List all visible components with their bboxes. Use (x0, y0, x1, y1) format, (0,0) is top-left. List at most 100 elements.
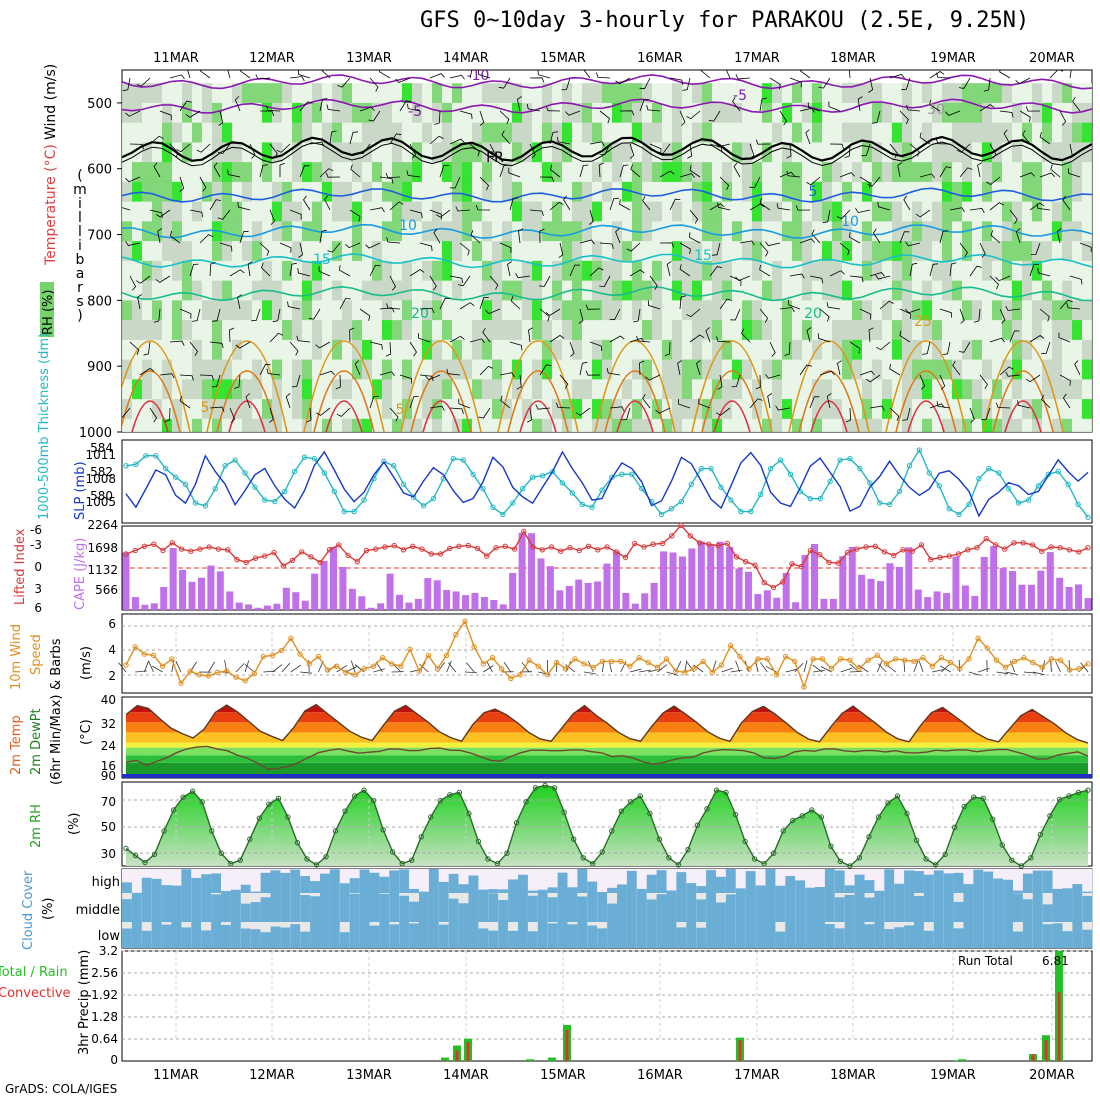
rh-cell (902, 122, 912, 143)
rh-cell (312, 241, 322, 262)
rh-cell (1032, 280, 1042, 301)
wind-barb (659, 242, 675, 248)
rh-cell (542, 241, 552, 262)
rh-cell (182, 260, 192, 281)
rh-marker (370, 797, 377, 804)
rh-cell (442, 201, 452, 222)
wind-speed-marker (251, 670, 257, 677)
wind-speed-marker (361, 665, 367, 672)
rh-cell (972, 418, 982, 432)
rh-marker (523, 799, 529, 805)
cape-bar (782, 572, 790, 610)
wind-barb-10m (1023, 671, 1036, 674)
rh-cell (182, 122, 192, 143)
rh-cell (232, 320, 242, 341)
wind-barb (929, 403, 945, 409)
wind-speed-marker (1002, 664, 1009, 671)
rh-cell (762, 320, 772, 341)
rh-cell (802, 181, 812, 202)
rh-cell (822, 399, 832, 420)
rh-cell (472, 339, 482, 360)
rh-cell (462, 339, 472, 360)
rh-cell (712, 162, 722, 183)
cloud-cell (191, 922, 202, 948)
rh-cell (332, 181, 342, 202)
rh-cell (142, 162, 152, 183)
wind-speed-marker (443, 652, 450, 659)
millibars-char: i (78, 238, 82, 254)
rh-cell (1022, 300, 1032, 321)
rh-cell (842, 241, 852, 262)
cloud-cell (1052, 923, 1063, 948)
cape-bar (575, 579, 583, 610)
cape-bar (414, 598, 422, 610)
li-marker (225, 547, 231, 553)
rh-cell (482, 418, 492, 432)
rh-cell (742, 142, 752, 163)
cloud-cell (676, 872, 687, 893)
rh-cell (372, 201, 382, 222)
wind-barb (899, 231, 910, 244)
wind-barb (959, 242, 968, 258)
millibars-char: b (76, 252, 85, 268)
rh-marker (332, 828, 339, 834)
rh-cell (602, 201, 612, 222)
li-marker (826, 559, 832, 566)
cloud-cell (339, 883, 350, 893)
wind-barb (599, 110, 610, 124)
rh-cell (232, 418, 242, 432)
temp-tick: 90 (101, 769, 116, 783)
wind-barb (539, 308, 550, 322)
rh-cell (262, 241, 272, 262)
rh-cell (342, 359, 352, 380)
rh-cell (952, 142, 962, 163)
cape-bar (735, 568, 743, 610)
cape-bar (1018, 584, 1026, 610)
wind-barb (435, 209, 451, 218)
cloud-cell (428, 893, 439, 922)
precip-conv-label: Convective (0, 986, 71, 1001)
li-marker (428, 551, 434, 557)
rh-cell (962, 379, 972, 400)
rh-cell (1022, 359, 1032, 380)
rh-cell (652, 201, 662, 222)
millibars-char: ) (77, 308, 82, 324)
rh-cell (502, 181, 512, 202)
wind-barb (269, 143, 278, 159)
rh-cell (302, 280, 312, 301)
isotherm-25 (691, 340, 773, 432)
rh-cell (582, 418, 592, 432)
rh-cell (302, 221, 312, 242)
rh-cell (702, 102, 712, 123)
rh-cell (542, 339, 552, 360)
rh-cell (132, 83, 142, 104)
wind-barb (575, 407, 591, 416)
rh-cell (1002, 83, 1012, 104)
rh-cell (612, 102, 622, 123)
rh-cell (242, 359, 252, 380)
cloud-cell (151, 893, 162, 922)
cape-bar (603, 563, 611, 610)
rh-cell (442, 339, 452, 360)
rh-marker (1066, 793, 1072, 799)
wind-barb (209, 199, 222, 211)
rh-cell (552, 102, 562, 123)
rh-cell (402, 181, 412, 202)
wind-barb (306, 407, 312, 423)
rh-cell (882, 359, 892, 380)
wind-speed-marker (480, 661, 487, 667)
li-marker (706, 541, 712, 547)
rh-cell (712, 181, 722, 202)
rh-cell (222, 181, 232, 202)
cape-bar (726, 546, 734, 610)
rh-cell (622, 83, 632, 104)
rh-cell (982, 379, 992, 400)
cloud-cell (211, 873, 222, 893)
isotherm-line (122, 253, 1092, 269)
rh-marker (132, 852, 139, 859)
rh-cell (222, 122, 232, 143)
rh-cell (292, 379, 302, 400)
thickness-marker (698, 465, 704, 472)
cape-bar (282, 587, 290, 610)
wind-barb (1037, 267, 1051, 277)
